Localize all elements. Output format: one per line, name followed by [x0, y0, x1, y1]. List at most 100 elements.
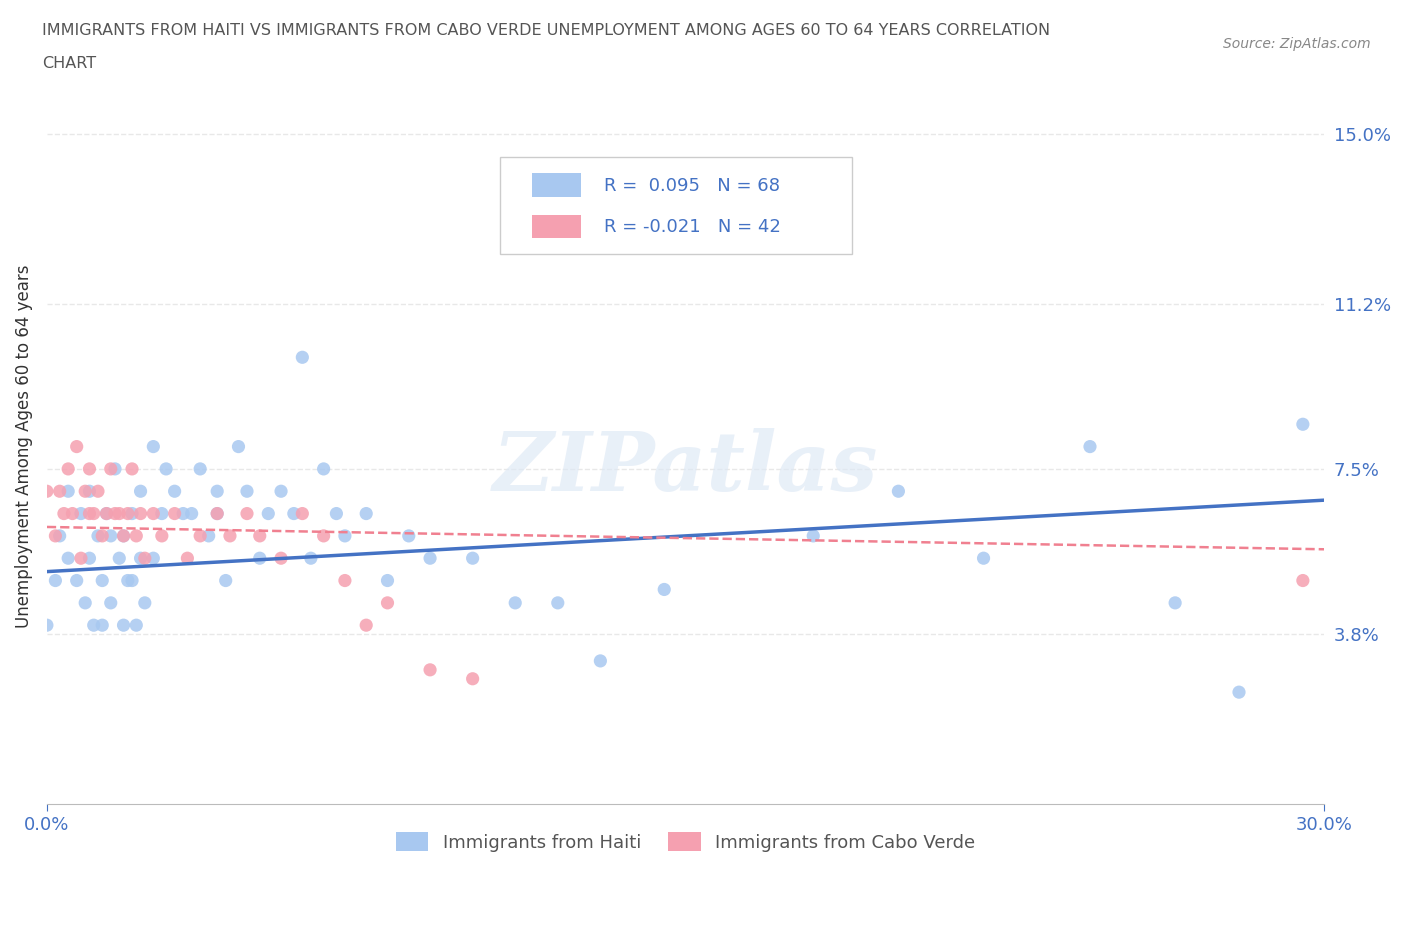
Point: [134, 551, 156, 565]
Point: [125, 528, 148, 543]
Point: [112, 618, 135, 632]
Point: [589, 654, 612, 669]
Text: IMMIGRANTS FROM HAITI VS IMMIGRANTS FROM CABO VERDE UNEMPLOYMENT AMONG AGES 60 T: IMMIGRANTS FROM HAITI VS IMMIGRANTS FROM…: [42, 23, 1050, 38]
Point: [291, 506, 314, 521]
Point: [35, 484, 58, 498]
Point: [172, 506, 194, 521]
Legend: Immigrants from Haiti, Immigrants from Cabo Verde: Immigrants from Haiti, Immigrants from C…: [388, 825, 983, 859]
Point: [87, 528, 110, 543]
Point: [188, 528, 211, 543]
Point: [398, 528, 420, 543]
Point: [100, 528, 122, 543]
Point: [134, 595, 156, 610]
Point: [83, 618, 105, 632]
Point: [887, 484, 910, 498]
Point: [56, 484, 79, 498]
Point: [419, 662, 441, 677]
Point: [150, 528, 173, 543]
Text: R =  0.095   N = 68: R = 0.095 N = 68: [603, 177, 780, 194]
Point: [142, 439, 165, 454]
Point: [83, 506, 105, 521]
Point: [215, 573, 238, 588]
Point: [129, 506, 152, 521]
Point: [801, 528, 824, 543]
Point: [257, 506, 280, 521]
Point: [91, 573, 114, 588]
Point: [205, 506, 228, 521]
Text: R = -0.021   N = 42: R = -0.021 N = 42: [603, 219, 780, 236]
Point: [70, 506, 93, 521]
Point: [1227, 684, 1250, 699]
Point: [79, 506, 101, 521]
Point: [104, 461, 127, 476]
Point: [461, 551, 484, 565]
Point: [112, 528, 135, 543]
Point: [333, 528, 356, 543]
Point: [96, 506, 118, 521]
Point: [419, 551, 441, 565]
Point: [48, 528, 70, 543]
Point: [79, 461, 101, 476]
Point: [1164, 595, 1187, 610]
Point: [503, 595, 526, 610]
Point: [104, 506, 127, 521]
Point: [163, 506, 186, 521]
Point: [91, 528, 114, 543]
Point: [163, 484, 186, 498]
Point: [377, 595, 399, 610]
Point: [56, 461, 79, 476]
Point: [150, 506, 173, 521]
Point: [249, 528, 271, 543]
Point: [35, 618, 58, 632]
Point: [270, 484, 292, 498]
Point: [129, 484, 152, 498]
Point: [377, 573, 399, 588]
Point: [44, 528, 66, 543]
Point: [117, 573, 139, 588]
Point: [188, 461, 211, 476]
Point: [547, 595, 569, 610]
Point: [121, 573, 143, 588]
Point: [56, 551, 79, 565]
Point: [44, 573, 66, 588]
Point: [48, 484, 70, 498]
Text: ZIPatlas: ZIPatlas: [492, 428, 879, 508]
Point: [197, 528, 219, 543]
Point: [270, 551, 292, 565]
Point: [1292, 573, 1315, 588]
Point: [236, 506, 259, 521]
Point: [461, 671, 484, 686]
Point: [142, 551, 165, 565]
Point: [112, 528, 135, 543]
Point: [121, 506, 143, 521]
Point: [717, 171, 740, 186]
Point: [66, 573, 89, 588]
Point: [312, 528, 335, 543]
Point: [249, 551, 271, 565]
Text: CHART: CHART: [42, 56, 96, 71]
Point: [129, 551, 152, 565]
Bar: [533, 174, 581, 196]
Point: [236, 484, 259, 498]
Point: [62, 506, 84, 521]
Point: [87, 484, 110, 498]
Point: [291, 350, 314, 365]
Point: [142, 506, 165, 521]
Point: [180, 506, 202, 521]
Point: [121, 461, 143, 476]
Point: [79, 484, 101, 498]
FancyBboxPatch shape: [501, 157, 852, 254]
Point: [155, 461, 177, 476]
Point: [228, 439, 250, 454]
Point: [125, 618, 148, 632]
Point: [117, 506, 139, 521]
Text: Source: ZipAtlas.com: Source: ZipAtlas.com: [1223, 37, 1371, 51]
Point: [66, 439, 89, 454]
Point: [75, 484, 97, 498]
Point: [354, 618, 377, 632]
Point: [70, 551, 93, 565]
Point: [91, 618, 114, 632]
Point: [354, 506, 377, 521]
Point: [176, 551, 198, 565]
Point: [100, 595, 122, 610]
